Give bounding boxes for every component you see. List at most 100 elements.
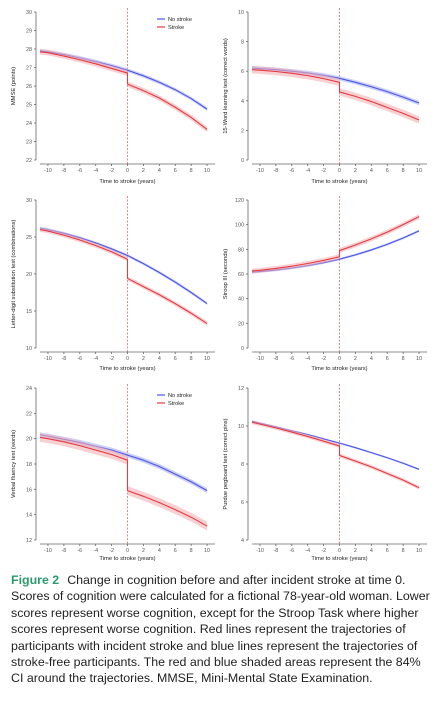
x-tick-label: 4: [158, 548, 161, 554]
x-tick-label: 6: [386, 168, 389, 174]
x-tick-label: 0: [338, 168, 341, 174]
y-axis-label: Verbal fluency test (words): [11, 430, 17, 498]
series-line-stroke: [39, 229, 208, 325]
x-tick-label: 2: [354, 168, 357, 174]
y-tick-label: 25: [26, 235, 32, 241]
y-tick-label: 22: [26, 411, 32, 417]
y-tick-label: 0: [241, 158, 244, 164]
x-tick-label: 2: [142, 548, 145, 554]
x-tick-label: -4: [305, 356, 310, 362]
x-tick-label: -10: [256, 356, 264, 362]
x-tick-label: 6: [174, 548, 177, 554]
x-tick-label: -6: [289, 168, 294, 174]
series-line-stroke: [251, 69, 420, 121]
figure-panels: 22 23 24 25 26 27 28 29 30 -10 -8 -6 -4 -2 0 2 4 6 8 10 Time…: [11, 8, 427, 562]
y-axis-label: Stroop III (seconds): [223, 249, 229, 300]
x-tick-label: 8: [402, 168, 405, 174]
x-tick-label: 10: [416, 548, 422, 554]
ci-band-stroke: [40, 227, 208, 326]
y-tick-label: 4: [241, 538, 244, 544]
x-tick-label: 2: [354, 356, 357, 362]
ci-band-stroke: [252, 214, 420, 274]
series-line-no-stroke: [39, 227, 208, 305]
y-tick-label: 18: [26, 462, 32, 468]
series-line-stroke: [251, 421, 420, 489]
x-tick-label: 2: [142, 356, 145, 362]
y-tick-label: 40: [238, 297, 244, 303]
x-tick-label: 10: [204, 548, 210, 554]
y-tick-label: 4: [241, 99, 244, 105]
x-tick-label: -6: [289, 548, 294, 554]
x-tick-label: 6: [386, 356, 389, 362]
x-tick-label: -8: [61, 548, 66, 554]
x-tick-label: -2: [109, 168, 114, 174]
chart-panel-6: 4 6 8 10 12 -10 -8 -6 -4 -2 0 2 4 6 8 10 Time to stroke …: [223, 384, 427, 562]
figure-caption-text: Change in cognition before and after inc…: [11, 573, 430, 686]
ci-band-stroke: [252, 420, 420, 490]
y-tick-label: 10: [26, 346, 32, 352]
x-tick-label: 2: [142, 168, 145, 174]
x-tick-label: -6: [77, 356, 82, 362]
x-tick-label: -10: [256, 168, 264, 174]
y-tick-label: 6: [241, 500, 244, 506]
series-line-stroke: [39, 436, 208, 527]
y-tick-label: 10: [238, 10, 244, 16]
y-tick-label: 14: [26, 513, 32, 519]
x-tick-label: -2: [321, 548, 326, 554]
x-axis-label: Time to stroke (years): [311, 179, 367, 185]
series-line-no-stroke: [39, 50, 208, 110]
y-tick-label: 20: [238, 321, 244, 327]
x-tick-label: 10: [204, 168, 210, 174]
x-tick-label: 2: [354, 548, 357, 554]
x-tick-label: -2: [321, 168, 326, 174]
x-tick-label: -4: [305, 168, 310, 174]
x-tick-label: -8: [273, 548, 278, 554]
y-tick-label: 30: [26, 198, 32, 204]
y-tick-label: 23: [26, 140, 32, 146]
y-tick-label: 120: [235, 198, 244, 204]
y-axis-label: 15-Word learning test (correct words): [223, 38, 229, 134]
y-tick-label: 25: [26, 103, 32, 109]
x-tick-label: -4: [93, 356, 98, 362]
ci-band-no-stroke: [40, 226, 208, 306]
x-tick-label: -2: [321, 356, 326, 362]
legend-label: Stroke: [168, 25, 184, 31]
x-tick-label: -6: [77, 548, 82, 554]
x-tick-label: 10: [416, 356, 422, 362]
y-tick-label: 27: [26, 66, 32, 72]
y-tick-label: 10: [238, 424, 244, 430]
x-tick-label: -2: [109, 356, 114, 362]
y-tick-label: 22: [26, 158, 32, 164]
figure-caption: Figure 2 Change in cognition before and a…: [11, 572, 435, 687]
x-axis-label: Time to stroke (years): [99, 556, 155, 562]
y-tick-label: 0: [241, 346, 244, 352]
x-tick-label: 4: [370, 548, 373, 554]
x-tick-label: 6: [174, 356, 177, 362]
x-tick-label: 4: [158, 168, 161, 174]
x-tick-label: 4: [370, 168, 373, 174]
x-tick-label: 4: [370, 356, 373, 362]
x-tick-label: -2: [109, 548, 114, 554]
x-tick-label: -6: [77, 168, 82, 174]
chart-panel-3: 10 15 20 25 30 -10 -8 -6 -4 -2 0 2 4 6 8 10 Time to stro…: [11, 196, 215, 372]
y-tick-label: 26: [26, 84, 32, 90]
x-tick-label: 8: [402, 356, 405, 362]
x-tick-label: 6: [174, 168, 177, 174]
y-tick-label: 80: [238, 247, 244, 253]
y-tick-label: 100: [235, 223, 244, 229]
x-tick-label: -8: [61, 356, 66, 362]
x-tick-label: -8: [273, 168, 278, 174]
x-axis-label: Time to stroke (years): [311, 366, 367, 372]
x-tick-label: 10: [416, 168, 422, 174]
x-axis-label: Time to stroke (years): [99, 179, 155, 185]
legend-label: No stroke: [168, 17, 192, 23]
ci-band-stroke: [40, 49, 208, 133]
x-tick-label: -4: [93, 548, 98, 554]
y-axis-label: MMSE (points): [11, 67, 17, 105]
y-tick-label: 20: [26, 437, 32, 443]
x-tick-label: 10: [204, 356, 210, 362]
x-tick-label: 8: [190, 168, 193, 174]
ci-band-stroke: [252, 66, 420, 124]
